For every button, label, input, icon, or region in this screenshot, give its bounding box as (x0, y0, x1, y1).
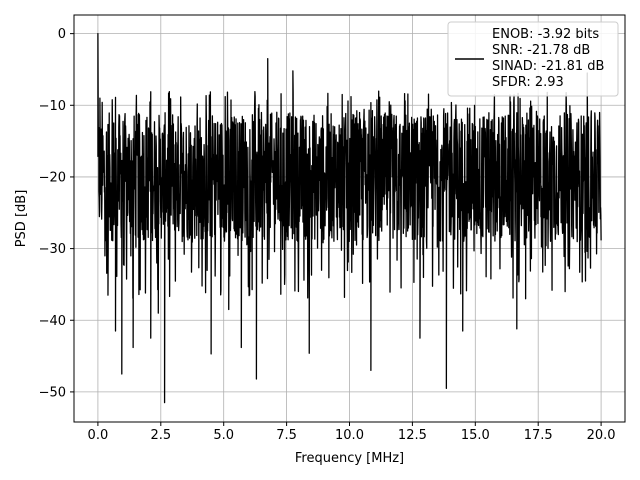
legend-entry-sfdr: SFDR: 2.93 (492, 75, 564, 90)
legend-box (447, 21, 619, 97)
legend-entry-enob: ENOB: -3.92 bits (492, 27, 599, 42)
x-tick-label: 0.0 (88, 428, 109, 443)
x-axis-label: Frequency [MHz] (295, 451, 404, 466)
y-tick-label: −40 (39, 314, 66, 329)
plot-frame (73, 14, 626, 423)
y-ticks: 0 −10 −20 −30 −40 −50 (39, 27, 74, 400)
y-tick-label: −50 (39, 385, 66, 400)
x-tick-label: 12.5 (398, 428, 427, 443)
x-tick-label: 5.0 (213, 428, 234, 443)
y-axis-label: PSD [dB] (14, 190, 29, 248)
x-ticks: 0.0 2.5 5.0 7.5 10.0 12.5 15.0 17.5 20.0 (88, 422, 616, 443)
y-tick-label: 0 (58, 27, 66, 42)
x-tick-label: 10.0 (335, 428, 364, 443)
x-tick-label: 15.0 (461, 428, 490, 443)
x-tick-label: 7.5 (276, 428, 297, 443)
x-tick-label: 2.5 (150, 428, 171, 443)
y-tick-label: −10 (39, 99, 66, 114)
psd-line (97, 32, 602, 404)
y-tick-label: −30 (39, 242, 66, 257)
x-tick-label: 17.5 (524, 428, 553, 443)
y-tick-label: −20 (39, 170, 66, 185)
legend-entry-snr: SNR: -21.78 dB (492, 43, 590, 58)
legend: ENOB: -3.92 bits SNR: -21.78 dB SINAD: -… (447, 21, 619, 97)
legend-entry-sinad: SINAD: -21.81 dB (492, 59, 604, 74)
psd-series (97, 32, 602, 404)
x-tick-label: 20.0 (587, 428, 616, 443)
